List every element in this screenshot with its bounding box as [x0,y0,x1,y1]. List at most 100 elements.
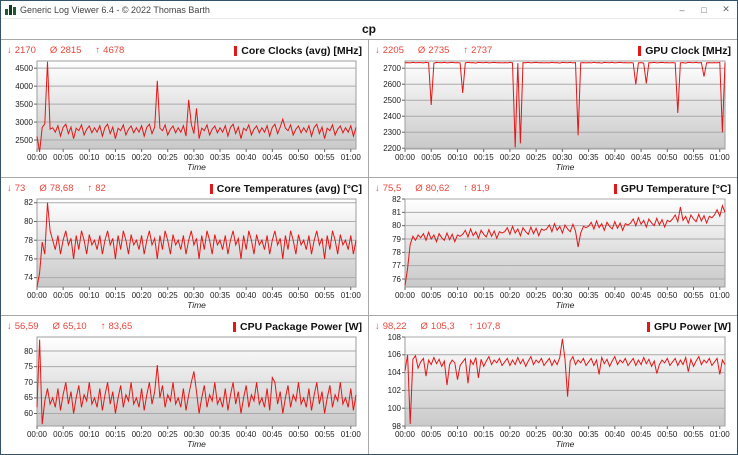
y-tick-label: 70 [24,377,33,387]
x-tick-label: 00:00 [26,430,48,439]
x-tick-label: 00:40 [604,291,625,300]
x-axis-title: Time [187,162,206,172]
x-tick-label: 00:45 [262,291,283,300]
y-tick-label: 2600 [383,79,401,89]
avg-icon: Ø [39,183,47,194]
minimize-button[interactable]: – [679,4,685,15]
chart-gpu-temperature: ↓ 75,5 Ø 80,62 ↑ 81,9 GPU Temperature [°C] … [369,178,737,316]
x-tick-label: 00:45 [631,291,652,300]
plot-area[interactable]: 76 77 78 79 80 81 82 00:00 00:05 00:10 00:15 00:20 0… [375,195,731,313]
y-tick-label: 78 [392,247,401,257]
x-tick-label: 00:20 [131,291,152,300]
y-tick-label: 76 [392,274,401,284]
min-arrow-icon: ↓ [7,321,12,332]
x-axis-title: Time [187,300,206,310]
x-tick-label: 00:15 [473,430,494,439]
series-line [36,202,357,288]
y-tick-label: 2500 [383,95,401,105]
series-line [36,61,357,152]
stat-max: 83,65 [108,321,133,332]
y-tick-label: 81 [392,207,401,217]
x-tick-label: 00:20 [131,153,152,162]
x-tick-label: 00:25 [157,430,178,439]
x-tick-label: 00:55 [314,430,335,439]
stat-min: 75,5 [382,183,402,194]
plot-area[interactable]: 74 76 78 80 82 00:00 00:05 00:10 00:15 00:20 00:25… [7,196,362,313]
chart-title: CPU Package Power [W] [240,320,362,333]
x-tick-label: 00:00 [26,291,48,300]
min-arrow-icon: ↓ [375,183,380,194]
chart-title: Core Temperatures (avg) [°C] [216,182,362,195]
x-tick-label: 00:45 [262,430,283,439]
x-tick-label: 00:00 [394,291,416,300]
maximize-button[interactable]: □ [701,4,707,15]
stat-min: 56,59 [14,321,39,332]
x-tick-label: 00:10 [79,291,100,300]
plot-area[interactable]: 2200 2300 2400 2500 2600 2700 00:00 00:05 00:10 0… [375,58,731,175]
stat-max: 2737 [471,45,493,56]
min-arrow-icon: ↓ [7,183,12,194]
x-tick-label: 00:35 [578,430,599,439]
chart-canvas [402,60,726,152]
avg-icon: Ø [417,45,426,56]
window-title: Generic Log Viewer 6.4 - © 2022 Thomas B… [20,4,210,15]
y-tick-label: 2500 [15,135,33,145]
plot-area[interactable]: 60 65 70 75 80 00:00 00:05 00:10 00:15 00:20 00:25… [7,334,362,452]
y-tick-label: 108 [387,332,401,342]
x-tick-label: 00:05 [53,153,74,162]
x-tick-label: 00:25 [526,291,547,300]
series-legend-marker [234,45,238,56]
plot-area[interactable]: 98 100 102 104 106 108 00:00 00:05 00:10 00:15 00:… [375,332,731,452]
y-tick-label: 75 [24,362,33,372]
stat-max: 107,8 [476,321,501,332]
x-tick-label: 00:15 [473,291,494,300]
y-tick-label: 106 [387,350,401,360]
chart-stats: ↓ 98,22 Ø 105,3 ↑ 107,8 GPU Power [W] [375,319,731,334]
series-line [404,61,726,148]
x-axis-title: Time [555,162,575,172]
x-tick-label: 00:35 [578,153,599,162]
max-arrow-icon: ↑ [463,183,469,194]
x-tick-label: 00:30 [552,430,573,439]
x-tick-label: 00:15 [105,291,126,300]
y-tick-label: 80 [24,216,33,226]
charts-grid: ↓ 2170 Ø 2815 ↑ 4678 Core Clocks (avg) [MHz… [1,40,737,454]
x-tick-label: 00:30 [552,153,573,162]
y-tick-label: 76 [24,254,33,264]
y-tick-label: 4500 [15,63,33,73]
x-tick-label: 00:55 [683,291,704,300]
app-logo-icon [5,4,16,15]
x-tick-label: 00:00 [394,430,416,439]
series-legend-marker [233,321,237,332]
x-tick-label: 00:40 [236,430,257,439]
y-tick-label: 2400 [383,111,401,121]
x-tick-label: 00:30 [183,153,204,162]
x-tick-label: 00:45 [631,153,652,162]
x-tick-label: 00:40 [236,291,257,300]
x-tick-label: 00:45 [631,430,652,439]
x-tick-label: 00:10 [447,430,468,439]
stat-avg: 2815 [60,45,82,56]
series-line [404,204,726,286]
series-line [36,339,357,425]
y-tick-label: 3500 [15,99,33,109]
chart-title: GPU Power [W] [653,320,731,333]
chart-stats: ↓ 75,5 Ø 80,62 ↑ 81,9 GPU Temperature [°C] [375,181,731,196]
min-arrow-icon: ↓ [7,45,12,56]
x-tick-label: 01:00 [709,430,730,439]
plot-area[interactable]: 2500 3000 3500 4000 4500 00:00 00:05 00:10 00:15… [7,58,362,175]
chart-canvas [34,198,357,290]
y-tick-label: 98 [392,421,401,431]
series-legend-marker [209,183,213,194]
stat-avg: 78,68 [49,183,74,194]
x-tick-label: 00:55 [314,153,335,162]
chart-canvas [402,336,726,429]
title-bar[interactable]: Generic Log Viewer 6.4 - © 2022 Thomas B… [1,1,737,19]
stat-min: 98,22 [382,321,407,332]
x-tick-label: 00:50 [657,153,678,162]
stat-min: 2205 [382,45,404,56]
x-tick-label: 00:05 [421,153,442,162]
avg-icon: Ø [52,321,60,332]
x-tick-label: 00:55 [683,430,704,439]
close-button[interactable]: ✕ [722,4,730,14]
